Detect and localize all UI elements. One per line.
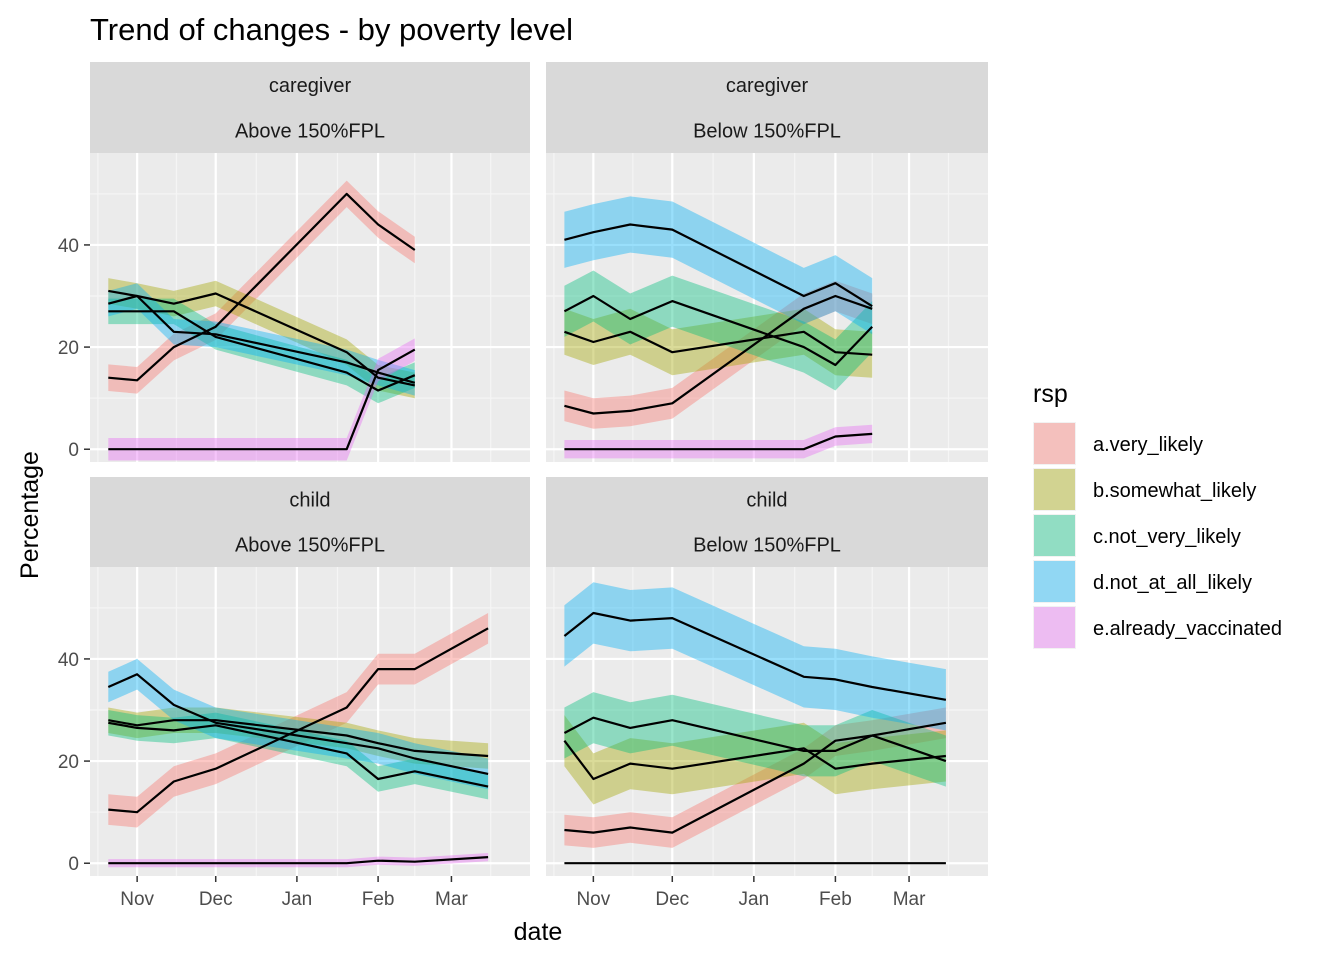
facet-panel: child Above 150%FPL 0 20 40 Nov Dec Jan Feb Mar [58,477,530,910]
x-tick-label: Dec [199,889,233,910]
series-line-c-not-very-likely [563,294,873,367]
ribbon-b-somewhat-likely [564,715,946,805]
strip-label-poverty: Above 150%FPL [235,535,385,557]
ribbon-d-not-at-all-likely [108,283,415,396]
strip-label-poverty: Below 150%FPL [693,535,841,557]
y-tick-label: 40 [58,236,79,257]
panel-background [546,153,988,462]
series-line-a-very-likely [108,192,416,382]
series-line-d-not-at-all-likely [107,673,489,775]
y-tick-label: 20 [58,752,79,773]
legend: rsp a.very_likely b.somewhat_likely c.not_… [1033,380,1282,649]
ribbon-b-somewhat-likely [564,308,873,378]
ribbon-a-very-likely [108,613,489,828]
ribbon-a-very-likely [564,707,946,848]
ribbon-c-not-very-likely [108,710,489,800]
facet-panel: child Below 150%FPL Nov Dec Jan Feb Mar [546,477,988,910]
facet-strip [90,62,530,153]
legend-label: a.very_likely [1093,434,1203,456]
legend-swatch [1034,469,1075,510]
facet-strip [90,477,530,567]
legend-title: rsp [1033,380,1068,408]
series-line-b-somewhat-likely [564,330,873,356]
x-tick-label: Jan [739,889,770,910]
legend-item: d.not_at_all_likely [1033,560,1252,603]
panel-background [90,153,530,462]
y-tick-label: 0 [68,440,79,461]
ribbon-d-not-at-all-likely [108,658,489,790]
y-tick-label: 0 [68,854,79,875]
legend-key-background [1033,468,1076,511]
facet-strip [546,477,988,567]
series-line-c-not-very-likely [563,716,947,763]
strip-label-poverty: Above 150%FPL [235,121,385,143]
ribbon-a-very-likely [108,180,415,394]
legend-item: b.somewhat_likely [1033,468,1256,511]
strip-label-poverty: Below 150%FPL [693,121,841,143]
x-tick-label: Dec [655,889,689,910]
legend-key-background [1033,606,1076,649]
legend-key-background [1033,560,1076,603]
legend-label: e.already_vaccinated [1093,618,1282,640]
x-tick-label: Jan [282,889,313,910]
legend-swatch [1034,423,1075,464]
ribbon-d-not-at-all-likely [564,196,873,335]
x-tick-label: Nov [576,889,610,910]
legend-swatch [1034,515,1075,556]
strip-label-role: child [746,490,787,512]
series-line-e-already-vaccinated [108,348,416,451]
legend-item: e.already_vaccinated [1033,606,1282,649]
strip-label-role: caregiver [269,75,352,97]
series-line-e-already-vaccinated [564,432,873,451]
series-line-d-not-at-all-likely [564,223,873,308]
facet-panel: caregiver Below 150%FPL [546,62,988,462]
series-line-a-very-likely [564,721,947,834]
series-line-d-not-at-all-likely [563,611,947,701]
legend-label: b.somewhat_likely [1093,480,1256,502]
x-tick-label: Feb [819,889,852,910]
series-line-a-very-likely [564,294,873,415]
ribbon-a-very-likely [564,280,873,429]
series-line-e-already-vaccinated [108,856,489,865]
plot-title: Trend of changes - by poverty level [90,12,573,47]
legend-key-background [1033,422,1076,465]
panels: caregiver Above 150%FPL 0 20 40 caregiver Belo… [58,62,988,910]
y-tick-label: 40 [58,650,79,671]
strip-label-role: caregiver [726,75,809,97]
legend-key-background [1033,514,1076,557]
strip-label-role: child [289,490,330,512]
series-line-b-somewhat-likely [108,719,489,758]
x-axis-title: date [514,918,563,946]
legend-label: d.not_at_all_likely [1093,572,1252,594]
y-axis-title: Percentage [16,451,44,579]
ribbon-c-not-very-likely [564,270,873,391]
series-line-b-somewhat-likely [563,740,947,781]
series-line-c-not-very-likely [108,310,416,392]
x-tick-label: Feb [362,889,395,910]
legend-label: c.not_very_likely [1093,526,1241,548]
ribbon-b-somewhat-likely [108,278,415,399]
legend-item: a.very_likely [1033,422,1203,465]
series-line-a-very-likely [108,627,489,814]
x-tick-label: Nov [120,889,154,910]
ribbon-c-not-very-likely [108,298,415,404]
legend-swatch [1034,607,1075,648]
series-line-c-not-very-likely [108,721,489,788]
legend-swatch [1034,561,1075,602]
legend-item: c.not_very_likely [1033,514,1241,557]
facet-panel: caregiver Above 150%FPL 0 20 40 [58,62,530,462]
facet-strip [546,62,988,153]
y-tick-label: 20 [58,338,79,359]
x-tick-label: Mar [435,889,468,910]
x-tick-label: Mar [893,889,926,910]
